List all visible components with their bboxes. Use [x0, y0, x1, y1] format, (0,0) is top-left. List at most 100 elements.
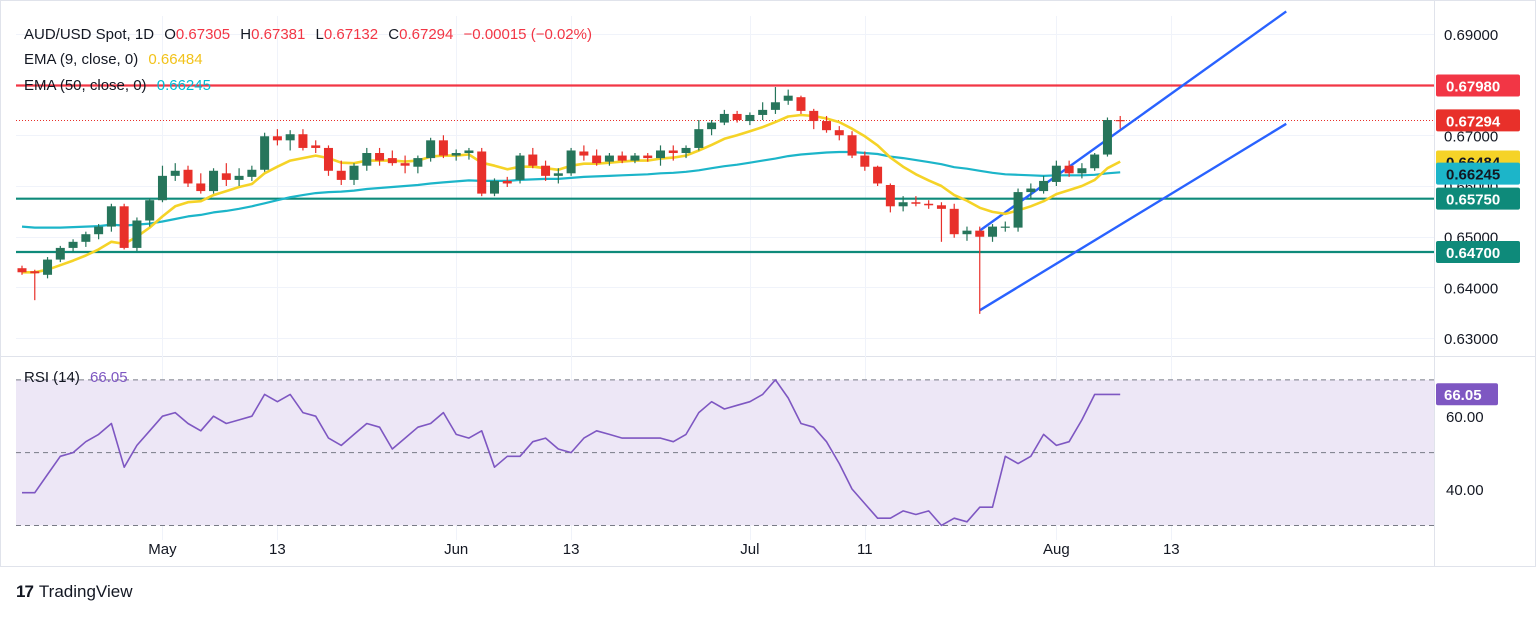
- candle-up: [489, 180, 499, 194]
- ema50-tag-bg: [1436, 162, 1520, 185]
- brand-name: TradingView: [38, 582, 133, 601]
- candle-up: [247, 169, 257, 177]
- date-tick-label: Aug: [1043, 541, 1070, 558]
- candle-down: [183, 169, 193, 184]
- candle-down: [477, 151, 487, 194]
- candle-down: [796, 97, 806, 111]
- close-value: 0.67294: [399, 26, 454, 43]
- price-tick-label: 0.69000: [1444, 27, 1498, 44]
- rsi-panel: [16, 378, 1434, 527]
- candle-down: [502, 180, 512, 184]
- candle-up: [451, 153, 461, 156]
- level-tag: 0.65750: [1446, 192, 1500, 209]
- ascending-channel: [979, 10, 1287, 312]
- candle-down: [579, 151, 589, 156]
- candle-up: [962, 230, 972, 235]
- candle-down: [643, 155, 653, 159]
- level-tag-bg: [1436, 187, 1520, 210]
- candle-down: [221, 173, 231, 180]
- open-label: O: [164, 26, 176, 43]
- price-tick-label: 0.64000: [1444, 280, 1498, 297]
- candle-up: [260, 136, 270, 170]
- candle-down: [860, 155, 870, 167]
- candle-down: [911, 202, 921, 204]
- date-tick-label: Jun: [444, 541, 468, 558]
- candle-down: [834, 130, 844, 136]
- candle-down: [592, 155, 602, 164]
- level-tag-bg: [1436, 74, 1520, 97]
- high-value: 0.67381: [251, 26, 306, 43]
- candle-up: [681, 147, 691, 154]
- candle-down: [949, 208, 959, 235]
- candle-down: [809, 110, 819, 122]
- level-tag: 0.64700: [1446, 245, 1500, 262]
- candle-down: [336, 170, 346, 180]
- candle-up: [132, 220, 142, 248]
- candle-up: [209, 170, 219, 192]
- candle-up: [1000, 226, 1010, 228]
- tradingview-logo-icon: 17: [16, 582, 34, 601]
- tradingview-brand[interactable]: 17 TradingView: [16, 582, 132, 602]
- candle-down: [17, 268, 27, 273]
- ema50-tag: 0.66245: [1446, 167, 1500, 184]
- candle-up: [694, 129, 704, 148]
- candle-down: [375, 153, 385, 161]
- candle-up: [68, 241, 78, 248]
- ema50-value: 0.66245: [156, 77, 211, 94]
- candle-down: [30, 271, 40, 274]
- candle-down: [936, 205, 946, 209]
- candle-up: [1102, 120, 1112, 155]
- date-tick-label: May: [148, 541, 177, 558]
- candle-up: [656, 150, 665, 159]
- candle-up: [1051, 165, 1061, 182]
- rsi-band-fill: [16, 379, 1434, 526]
- candle-up: [1077, 168, 1087, 174]
- candle-down: [975, 230, 985, 237]
- candle-up: [1013, 192, 1023, 228]
- candle-down: [732, 113, 742, 121]
- last-price-tag: 0.67294: [1446, 113, 1501, 130]
- candle-down: [528, 154, 538, 166]
- candle-up: [145, 200, 155, 221]
- candle-down: [311, 145, 321, 148]
- candle-down: [885, 184, 895, 207]
- ema50-line: [21, 150, 1121, 229]
- candle-up: [157, 175, 167, 201]
- candle-down: [119, 206, 129, 248]
- candle-up: [94, 226, 104, 235]
- candle-up: [464, 150, 474, 154]
- candle-down: [873, 166, 883, 184]
- axes: 0.690000.680000.670000.660000.650000.640…: [148, 27, 1520, 558]
- candle-down: [387, 158, 397, 164]
- candle-up: [515, 155, 525, 180]
- candle-up: [349, 165, 359, 180]
- rsi-line: [22, 378, 1121, 527]
- ema9-label: EMA (9, close, 0): [24, 51, 139, 68]
- low-value: 0.67132: [323, 26, 379, 43]
- candle-up: [81, 234, 91, 242]
- candle-down: [400, 163, 410, 166]
- date-tick-label: 13: [269, 541, 286, 558]
- date-tick-label: Jul: [740, 541, 759, 558]
- candle-up: [413, 158, 423, 167]
- channel-line-lower: [979, 122, 1287, 312]
- candle-up: [553, 173, 563, 176]
- open-value: 0.67305: [175, 26, 231, 43]
- rsi-value: 66.05: [90, 369, 128, 386]
- rsi-label: RSI (14): [24, 369, 80, 386]
- candle-up: [758, 109, 768, 115]
- candle-down: [541, 165, 551, 176]
- symbol-label: AUD/USD Spot, 1D: [24, 26, 155, 43]
- candle-up: [234, 175, 244, 180]
- rsi-tag-bg: [1436, 383, 1498, 406]
- candle-up: [988, 226, 998, 237]
- candle-down: [272, 136, 282, 141]
- ema50-label: EMA (50, close, 0): [24, 77, 147, 94]
- candle-down: [617, 155, 627, 161]
- date-tick-label: 11: [857, 541, 873, 558]
- price-tick-label: 0.63000: [1444, 331, 1498, 348]
- ema9-value: 0.66484: [148, 51, 203, 68]
- candle-down: [1115, 120, 1125, 122]
- candle-up: [566, 150, 576, 174]
